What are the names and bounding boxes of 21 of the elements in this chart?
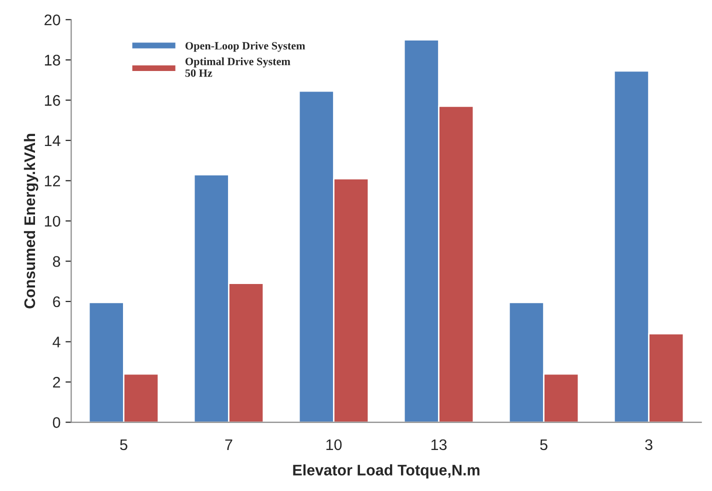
y-tick-label: 18 bbox=[44, 54, 60, 66]
y-tick-label: 20 bbox=[44, 14, 60, 26]
legend-label: Open-Loop Drive System bbox=[185, 42, 306, 52]
y-tick-label: 8 bbox=[52, 256, 60, 267]
y-tick-label: 12 bbox=[44, 176, 60, 186]
y-tick-label: 6 bbox=[53, 296, 60, 308]
y-tick-label: 10 bbox=[44, 216, 60, 227]
y-tick-label: 0 bbox=[52, 417, 60, 428]
x-tick-label: 5 bbox=[540, 439, 548, 450]
y-tick-label: 2 bbox=[53, 376, 60, 388]
y-tick-label: 14 bbox=[44, 135, 60, 146]
x-axis-title: Elevator Load Totque,N.m bbox=[293, 464, 480, 479]
y-tick-label: 16 bbox=[44, 95, 60, 106]
x-tick-label: 13 bbox=[431, 439, 447, 450]
legend-label: Optimal Drive System 50 Hz bbox=[185, 57, 290, 77]
x-tick-label: 10 bbox=[326, 439, 342, 450]
y-tick-label: 4 bbox=[52, 336, 60, 348]
x-tick-label: 7 bbox=[225, 439, 232, 450]
x-tick-label: 5 bbox=[120, 439, 128, 450]
x-tick-label: 3 bbox=[645, 439, 652, 450]
y-axis-title: Consumed Energy.kVAh bbox=[24, 134, 38, 308]
